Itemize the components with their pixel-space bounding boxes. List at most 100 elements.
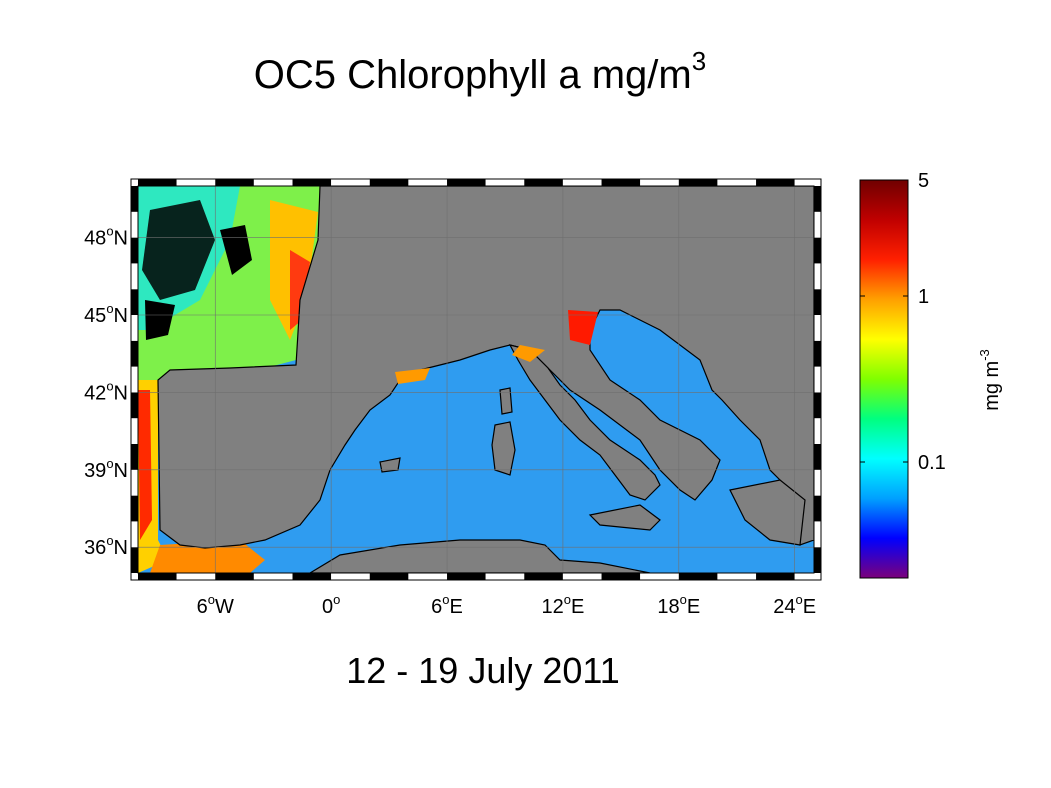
gibraltar-coastal-band xyxy=(150,540,265,573)
lon-tick-label-3-degree: o xyxy=(564,592,571,607)
lat-tick-label-1-degree: o xyxy=(106,456,113,471)
frame-segment-bottom xyxy=(331,573,370,580)
frame-segment-left xyxy=(131,315,138,341)
colorbar-tick-label-1: 1 xyxy=(918,286,929,308)
corsica-island xyxy=(499,387,513,415)
frame-segment-left xyxy=(131,547,138,573)
frame-segment-right xyxy=(814,211,821,238)
italy-peninsula xyxy=(508,344,661,501)
lon-tick-label-4-degree: o xyxy=(680,592,687,607)
map-title: OC5 Chlorophyll a mg/m3 xyxy=(0,46,960,98)
frame-segment-left xyxy=(131,237,138,264)
lat-tick-label-0-degree: o xyxy=(106,533,113,548)
lon-tick-label-3-number: 12 xyxy=(542,596,564,618)
frame-segment-right xyxy=(814,469,821,496)
frame-segment-bottom xyxy=(678,573,718,580)
lon-tick-label-0-hemisphere: W xyxy=(215,596,234,618)
frame-segment-bottom xyxy=(176,573,216,580)
frame-segment-left xyxy=(131,340,138,367)
frame-segment-right xyxy=(814,289,821,315)
frame-segment-top xyxy=(640,179,679,186)
map-title-superscript: 3 xyxy=(691,46,707,76)
frame-segment-right xyxy=(814,237,821,264)
cloud-patch-biscay xyxy=(142,200,215,300)
colorbar xyxy=(859,179,909,579)
frame-segment-bottom xyxy=(524,573,563,580)
sardinia-island xyxy=(491,421,516,476)
frame-segment-bottom xyxy=(369,573,409,580)
frame-segment-left xyxy=(131,392,138,419)
po-delta-bloom xyxy=(568,310,598,345)
frame-segment-bottom xyxy=(138,573,177,580)
iberian-upwelling xyxy=(138,390,152,540)
frame-segment-left xyxy=(131,366,138,393)
lon-tick-label-3-hemisphere: E xyxy=(571,596,584,618)
colorbar-label-superscript: -3 xyxy=(977,349,992,361)
lon-tick-label-4: 18oE xyxy=(657,592,700,618)
frame-segment-left xyxy=(131,495,138,522)
lon-tick-label-5-hemisphere: E xyxy=(803,596,816,618)
frame-segment-bottom xyxy=(253,573,293,580)
lat-tick-label-4-hemisphere: N xyxy=(114,228,128,250)
frame-inner-border xyxy=(137,185,815,574)
lat-tick-label-3-degree: o xyxy=(106,301,113,316)
frame-segment-top xyxy=(717,179,757,186)
lon-tick-label-0-degree: o xyxy=(208,592,215,607)
greece-landmass xyxy=(729,479,806,546)
lon-tick-label-1: 0o xyxy=(322,592,340,618)
sicily-island xyxy=(588,504,661,531)
frame-segment-bottom xyxy=(447,573,486,580)
lat-tick-label-0: 36oN xyxy=(84,533,128,559)
frame-segment-bottom xyxy=(717,573,757,580)
frame-segment-left xyxy=(131,186,138,212)
frame-segment-left xyxy=(131,418,138,444)
frame-outer-border xyxy=(130,178,822,581)
frame-segment-top xyxy=(524,179,563,186)
lon-tick-label-0: 6oW xyxy=(197,592,234,618)
lon-tick-label-5: 24oE xyxy=(773,592,816,618)
land-masses xyxy=(157,186,814,573)
gulf-of-genoa-band xyxy=(512,345,545,362)
frame-segment-top xyxy=(369,179,409,186)
lat-tick-label-3-hemisphere: N xyxy=(114,305,128,327)
frame-segment-top xyxy=(485,179,525,186)
lat-tick-label-1-number: 39 xyxy=(84,460,106,482)
frame-segment-top xyxy=(292,179,332,186)
colorbar-tick-label-2: 0.1 xyxy=(918,452,946,474)
frame-segment-left xyxy=(131,521,138,548)
frame-segment-bottom xyxy=(215,573,254,580)
frame-segment-top xyxy=(215,179,254,186)
lon-tick-label-5-degree: o xyxy=(796,592,803,607)
date-range-label: 12 - 19 July 2011 xyxy=(346,650,620,691)
frame-segment-top xyxy=(794,179,814,186)
frame-segment-right xyxy=(814,392,821,419)
lat-tick-label-3: 45oN xyxy=(84,301,128,327)
frame-segment-left xyxy=(131,469,138,496)
lat-tick-label-0-number: 36 xyxy=(84,537,106,559)
frame-segment-bottom xyxy=(601,573,641,580)
frame-segment-top xyxy=(447,179,486,186)
lat-tick-label-2-hemisphere: N xyxy=(114,382,128,404)
biscay-nearshore-bloom xyxy=(290,250,310,330)
map-area xyxy=(138,186,814,573)
frame-segment-top xyxy=(253,179,293,186)
frame-segment-left xyxy=(131,289,138,315)
frame-segment-right xyxy=(814,444,821,470)
gulf-of-lion-band xyxy=(395,368,430,384)
frame-segment-top xyxy=(138,179,177,186)
frame-segment-right xyxy=(814,340,821,367)
map-title-text: OC5 Chlorophyll a mg/m xyxy=(253,53,692,97)
frame-segment-bottom xyxy=(562,573,602,580)
lat-tick-label-4: 48oN xyxy=(84,224,128,250)
frame-segment-right xyxy=(814,418,821,444)
lat-tick-label-0-hemisphere: N xyxy=(114,537,128,559)
colorbar-label: mg m-3 xyxy=(977,349,1003,411)
lat-tick-label-3-number: 45 xyxy=(84,305,106,327)
lon-tick-label-2-degree: o xyxy=(442,592,449,607)
lon-tick-label-1-number: 0 xyxy=(322,596,333,618)
frame-segment-top xyxy=(176,179,216,186)
frame-segment-left xyxy=(131,211,138,238)
frame-segment-top xyxy=(331,179,370,186)
